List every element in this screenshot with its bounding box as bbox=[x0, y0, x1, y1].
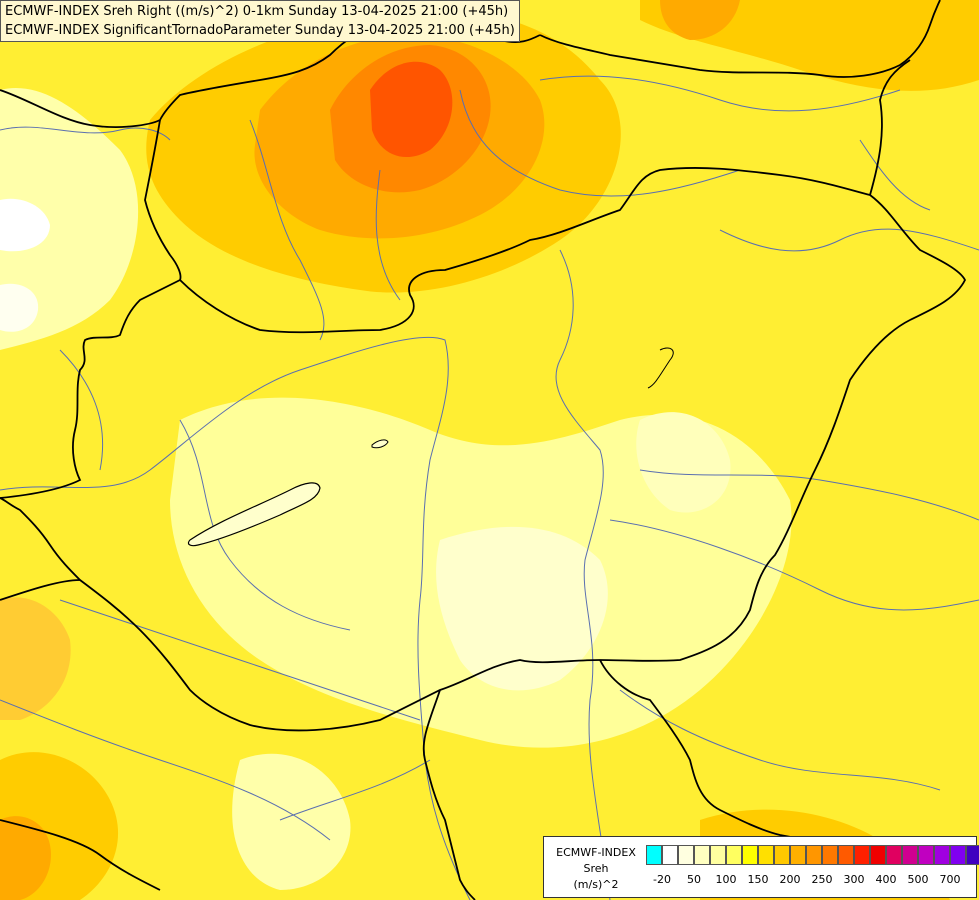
border-slovakia-ukraine bbox=[539, 0, 941, 78]
border-sw bbox=[0, 819, 161, 891]
legend-tick-label: 200 bbox=[779, 873, 801, 886]
legend-swatch bbox=[806, 845, 822, 865]
field-orange-ne bbox=[660, 0, 740, 40]
legend-tick-label: 400 bbox=[875, 873, 897, 886]
color-legend: ECMWF-INDEX Sreh (m/s)^2 -20 50 100 150 200 2… bbox=[543, 836, 979, 898]
lake-balaton bbox=[187, 482, 321, 547]
river-north-3 bbox=[459, 89, 741, 197]
river-north-1 bbox=[249, 119, 325, 341]
legend-tick-label: 50 bbox=[687, 873, 701, 886]
title-line-stp: ECMWF-INDEX SignificantTornadoParameter … bbox=[5, 23, 515, 38]
river-west-1 bbox=[179, 419, 351, 631]
legend-swatches bbox=[646, 845, 979, 865]
legend-title-line3: (m/s)^2 bbox=[573, 878, 619, 891]
field-pale-core bbox=[436, 526, 608, 691]
legend-swatch bbox=[646, 845, 662, 865]
field-pale-east bbox=[636, 412, 731, 513]
border-hungary bbox=[0, 167, 967, 732]
legend-swatch bbox=[790, 845, 806, 865]
legend-tick-label: -20 bbox=[653, 873, 671, 886]
legend-tick-label: 150 bbox=[747, 873, 769, 886]
legend-tick-label: 500 bbox=[907, 873, 929, 886]
legend-swatch bbox=[742, 845, 758, 865]
legend-ticks: -20 50 100 150 200 250 300 400 500 700 bbox=[646, 873, 978, 889]
legend-swatch bbox=[934, 845, 950, 865]
river-tisza bbox=[555, 249, 611, 900]
legend-swatch bbox=[758, 845, 774, 865]
legend-swatch bbox=[918, 845, 934, 865]
legend-swatch bbox=[950, 845, 966, 865]
legend-swatch bbox=[838, 845, 854, 865]
field-pale-west bbox=[0, 88, 139, 350]
title-line-sreh: ECMWF-INDEX Sreh Right ((m/s)^2) 0-1km S… bbox=[5, 4, 509, 19]
legend-title-line1: ECMWF-INDEX bbox=[556, 846, 636, 859]
legend-tick-label: 250 bbox=[811, 873, 833, 886]
legend-swatch bbox=[726, 845, 742, 865]
legend-swatch bbox=[886, 845, 902, 865]
border-croatia-serbia bbox=[422, 689, 476, 900]
legend-tick-label: 100 bbox=[715, 873, 737, 886]
legend-swatch bbox=[678, 845, 694, 865]
field-red-orange bbox=[370, 61, 453, 158]
legend-swatch bbox=[870, 845, 886, 865]
legend-swatch bbox=[694, 845, 710, 865]
river-nw bbox=[0, 126, 171, 141]
border-ukraine-romania bbox=[869, 59, 911, 196]
legend-swatch bbox=[902, 845, 918, 865]
river-west-2 bbox=[59, 349, 104, 471]
legend-swatch bbox=[710, 845, 726, 865]
legend-tick-label: 300 bbox=[843, 873, 865, 886]
river-east-1 bbox=[719, 228, 979, 252]
legend-tick-label: 700 bbox=[939, 873, 961, 886]
legend-swatch bbox=[774, 845, 790, 865]
river-drava bbox=[59, 599, 421, 721]
river-sava bbox=[0, 699, 331, 841]
field-white-spot-2 bbox=[0, 283, 39, 332]
field-white-spot bbox=[0, 198, 50, 252]
river-east-3 bbox=[609, 519, 979, 611]
field-pale-sw bbox=[232, 753, 351, 890]
rivers bbox=[0, 75, 979, 900]
river-south-2 bbox=[279, 759, 431, 821]
river-east-2 bbox=[639, 469, 979, 521]
map-title-box: ECMWF-INDEX Sreh Right ((m/s)^2) 0-1km S… bbox=[0, 0, 520, 42]
river-south-1 bbox=[619, 689, 941, 791]
legend-title-line2: Sreh bbox=[583, 862, 609, 875]
field-orange-sw bbox=[0, 816, 51, 900]
legend-swatch bbox=[662, 845, 678, 865]
border-slovenia-croatia bbox=[0, 579, 81, 601]
legend-swatch bbox=[854, 845, 870, 865]
river-north-4 bbox=[539, 75, 901, 112]
river-ne bbox=[859, 139, 931, 211]
legend-swatch bbox=[822, 845, 838, 865]
border-slovakia-west bbox=[0, 119, 182, 499]
legend-title: ECMWF-INDEX Sreh (m/s)^2 bbox=[548, 845, 644, 893]
river-north-2 bbox=[375, 169, 401, 301]
lake-velence bbox=[371, 439, 389, 449]
field-gold-west bbox=[0, 597, 71, 720]
lake-tisza bbox=[647, 347, 674, 389]
legend-swatch bbox=[966, 845, 979, 865]
